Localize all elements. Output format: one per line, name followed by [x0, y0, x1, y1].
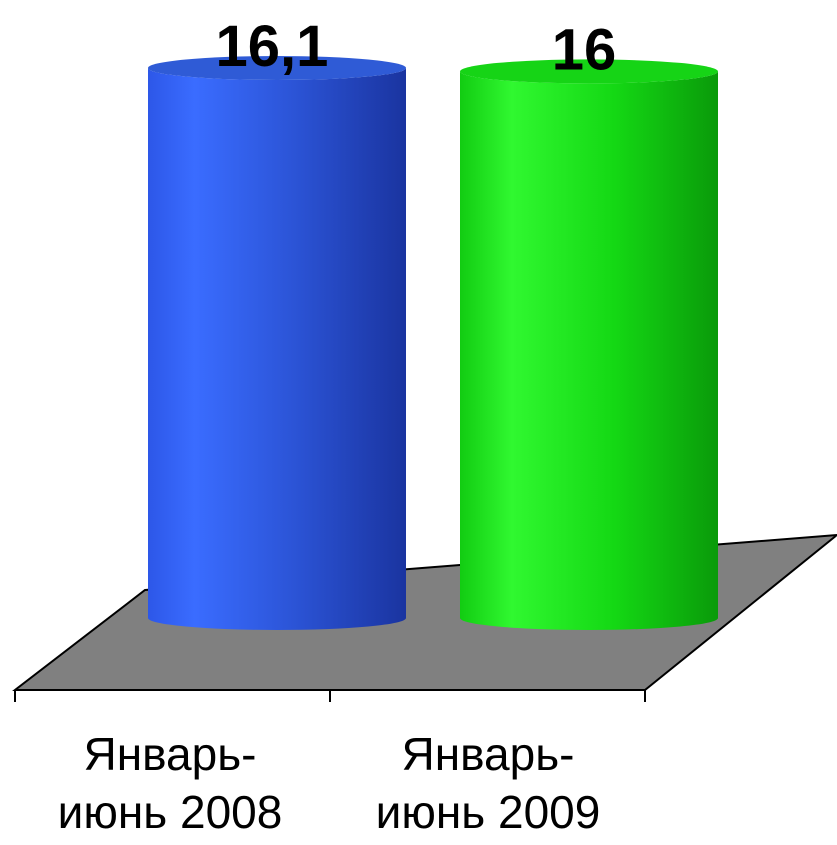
bar-cylinder-top — [460, 59, 718, 84]
category-label-line: июнь 2009 — [375, 786, 601, 838]
bar-value-label: 16,1 — [216, 14, 329, 79]
category-label-line: Январь- — [83, 728, 257, 780]
bar-value-label: 16 — [552, 17, 617, 82]
category-label-line: Январь- — [401, 728, 575, 780]
bar-cylinder-top — [148, 56, 406, 80]
category-label: Январь-июнь 2009 — [338, 725, 638, 841]
category-label-line: июнь 2008 — [57, 786, 283, 838]
category-label: Январь-июнь 2008 — [20, 725, 320, 841]
bar-cylinder — [460, 71, 718, 630]
bar-cylinder — [148, 68, 406, 630]
